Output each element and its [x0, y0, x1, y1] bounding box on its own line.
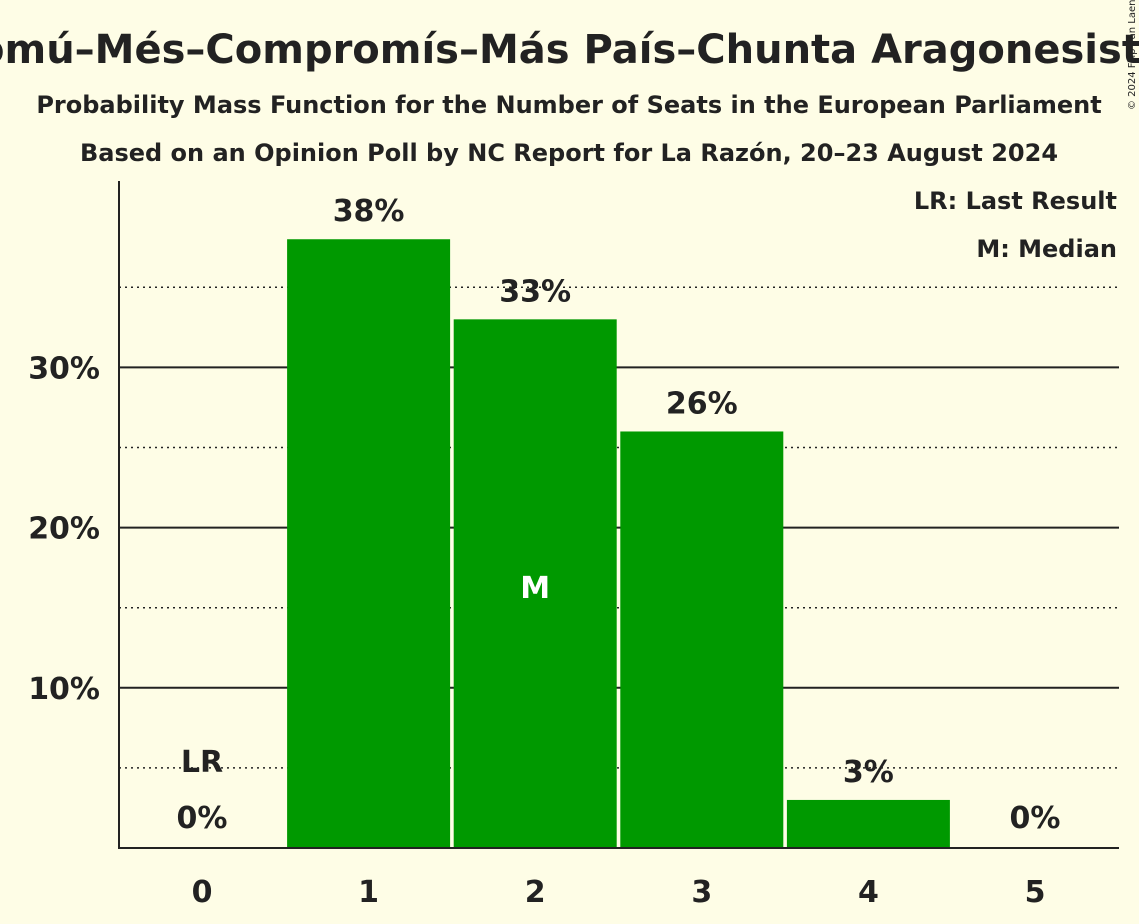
bar-seats-3	[620, 431, 784, 848]
x-tick-label: 3	[691, 875, 712, 910]
bar-value-label: 38%	[333, 194, 405, 229]
legend-last-result: LR: Last Result	[914, 187, 1117, 215]
x-axis-tick-labels: 0 1 2 3 4 5	[192, 875, 1046, 910]
gridlines	[119, 286, 1119, 769]
bar-value-label: 0%	[1010, 801, 1061, 836]
x-tick-label: 4	[858, 875, 879, 910]
chart-subtitle: Probability Mass Function for the Number…	[36, 91, 1101, 119]
median-marker: M	[520, 571, 550, 606]
y-tick-label: 10%	[28, 672, 100, 707]
bar-value-label: 26%	[666, 386, 738, 421]
y-axis-tick-labels: 10% 20% 30%	[28, 351, 100, 706]
bar-value-labels: 0% LR 38% 33% M 26% 3% 0%	[177, 194, 1061, 836]
bars	[287, 239, 950, 849]
chart-subtitle-source: Based on an Opinion Poll by NC Report fo…	[80, 139, 1058, 167]
bar-value-label: 33%	[499, 274, 571, 309]
x-tick-label: 1	[358, 875, 379, 910]
bar-value-label: 0%	[177, 801, 228, 836]
y-tick-label: 20%	[28, 512, 100, 547]
y-tick-label: 30%	[28, 351, 100, 386]
last-result-marker: LR	[181, 745, 223, 780]
chart-title: Sumar–Catalunya en Comú–Més–Compromís–Má…	[0, 27, 1139, 73]
legend-median: M: Median	[976, 235, 1117, 263]
bar-seats-2	[453, 319, 617, 849]
x-tick-label: 0	[192, 875, 213, 910]
bar-seats-1	[287, 239, 451, 849]
bar-seats-4	[786, 799, 950, 848]
copyright-notice: © 2024 Filip van Laenen	[1127, 0, 1138, 110]
bar-value-label: 3%	[843, 755, 894, 790]
x-tick-label: 5	[1025, 875, 1046, 910]
x-tick-label: 2	[525, 875, 546, 910]
